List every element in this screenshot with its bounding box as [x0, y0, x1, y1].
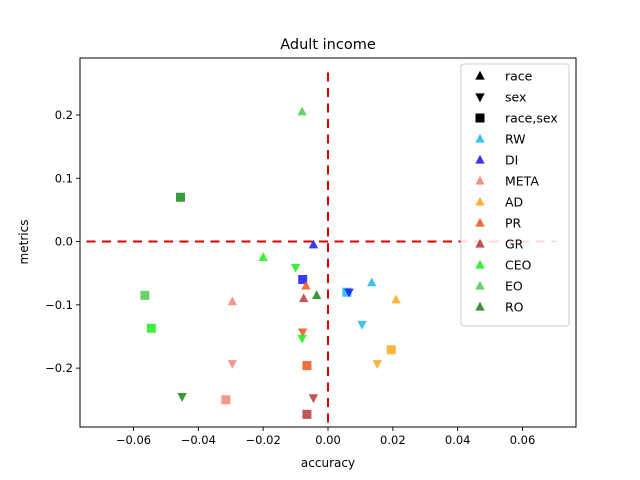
data-point-di-2: [298, 275, 308, 285]
data-point-ad-2: [386, 345, 396, 355]
data-point-gr-0: [298, 293, 309, 303]
legend-label: GR: [505, 237, 524, 252]
data-point-meta-1: [227, 360, 238, 369]
legend-marker-meta: [475, 175, 485, 185]
x-tick-label: −0.06: [116, 433, 151, 447]
data-point-eo-0: [297, 106, 307, 116]
legend-marker-eo: [475, 280, 485, 290]
legend-label: META: [505, 174, 539, 189]
data-point-ceo-2: [297, 334, 307, 344]
legend-marker-pr: [475, 217, 485, 227]
data-point-meta-0: [227, 296, 238, 306]
legend-label: CEO: [505, 258, 532, 273]
legend-marker-race-sex: [475, 113, 485, 123]
data-point-ceo-1: [290, 263, 301, 273]
x-tick-label: 0.04: [445, 433, 471, 447]
legend-marker-ad: [475, 196, 485, 206]
y-tick-label: 0.1: [55, 171, 73, 185]
y-tick-label: −0.1: [45, 298, 73, 312]
legend-label: race: [505, 69, 533, 84]
data-point-ro-2: [175, 192, 185, 202]
legend-marker-ceo: [475, 259, 485, 269]
data-point-meta-2: [221, 395, 231, 405]
data-point-ro-0: [311, 290, 322, 299]
data-point-di-0: [308, 239, 319, 249]
y-tick-label: 0.0: [55, 235, 73, 249]
data-point-eo-1: [140, 290, 150, 300]
data-point-ceo-3: [146, 323, 156, 333]
data-point-ceo-0: [258, 252, 268, 261]
legend-marker-rw: [475, 133, 485, 143]
legend-label: RO: [505, 300, 524, 315]
chart-title: Adult income: [280, 37, 376, 53]
data-point-pr-1: [298, 328, 308, 338]
legend-marker-sex: [475, 93, 485, 103]
legend-label: sex: [505, 90, 526, 105]
legend-box: [460, 63, 570, 327]
y-tick-label: −0.2: [45, 361, 73, 375]
data-point-ad-0: [391, 294, 401, 304]
data-point-rw-0: [367, 277, 377, 287]
legend-marker-gr: [475, 238, 485, 248]
data-point-pr-2: [302, 361, 312, 371]
legend-label: race,sex: [505, 111, 558, 126]
legend-marker-ro: [475, 301, 485, 311]
data-point-ro-1: [177, 393, 187, 402]
y-axis-label: metrics: [17, 220, 31, 265]
legend-label: PR: [505, 216, 522, 231]
x-tick-label: 0.02: [380, 433, 406, 447]
data-point-gr-1: [308, 394, 319, 404]
data-point-rw-1: [357, 320, 367, 330]
y-tick-label: 0.2: [55, 108, 73, 122]
legend-label: AD: [505, 195, 523, 210]
legend-label: RW: [505, 132, 526, 147]
legend-marker-di: [475, 154, 485, 164]
legend-marker-race: [475, 70, 485, 80]
data-point-di-1: [344, 288, 354, 298]
data-point-ad-1: [372, 360, 382, 369]
x-tick-label: 0.00: [315, 433, 341, 447]
data-point-gr-2: [302, 409, 312, 419]
x-tick-label: −0.04: [181, 433, 216, 447]
legend-label: DI: [505, 153, 518, 168]
legend: race sex race,sex RW DI META AD PR GR CEO EO RO: [460, 63, 570, 327]
data-point-pr-0: [301, 280, 311, 290]
legend-label: EO: [505, 279, 523, 294]
plot-area: −0.06 −0.04 −0.02 0.00 0.02 0.04 0.06 −0.2 −0.1 0…: [45, 57, 577, 447]
x-tick-label: −0.02: [246, 433, 281, 447]
x-axis-label: accuracy: [301, 456, 355, 470]
x-tick-label: 0.06: [510, 433, 536, 447]
